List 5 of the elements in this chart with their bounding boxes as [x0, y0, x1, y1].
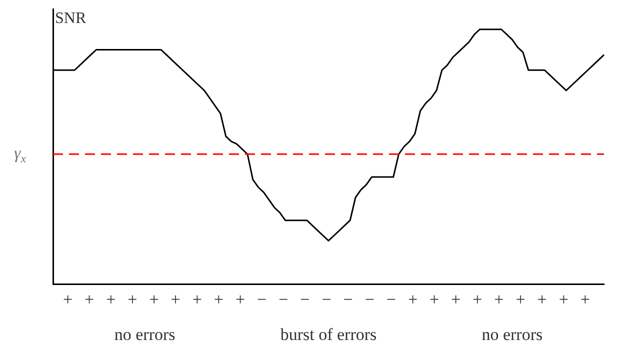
text: burst of errors	[280, 324, 377, 344]
text: + + + + + + + + + − − − − − − − + + + + + + + + +	[63, 290, 594, 309]
text: no errors	[482, 324, 543, 344]
text: no errors	[114, 324, 176, 344]
y-axis-title: SNR	[55, 10, 86, 28]
